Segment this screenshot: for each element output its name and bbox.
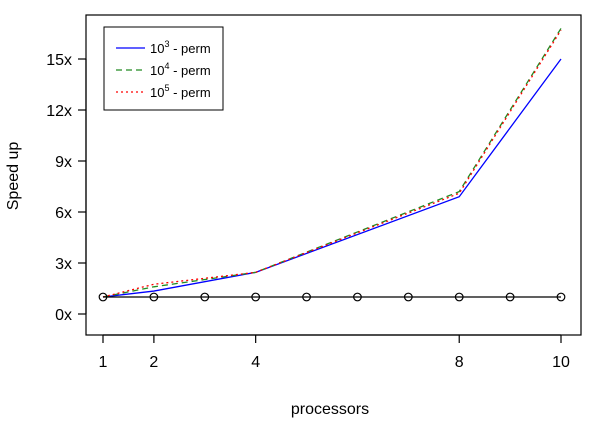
baseline-point: [454, 292, 464, 302]
baseline-point: [403, 292, 413, 302]
legend-label-exponent: 3: [164, 39, 169, 49]
baseline-point: [302, 292, 311, 302]
x-tick-label: 8: [455, 354, 464, 371]
legend-label-suffix: - perm: [169, 41, 210, 56]
legend-label: 103 - perm: [150, 39, 211, 56]
baseline-point: [353, 292, 362, 302]
baseline-point: [556, 292, 566, 302]
y-tick-label: 6x: [55, 205, 72, 222]
y-tick-label: 9x: [55, 154, 72, 171]
legend-label-base: 10: [150, 41, 164, 56]
x-tick-label: 10: [552, 354, 570, 371]
x-tick-label: 4: [251, 354, 260, 371]
legend-label-base: 10: [150, 63, 164, 78]
legend-box: [103, 26, 224, 111]
y-axis-title: Speed up: [5, 142, 22, 211]
baseline-point: [251, 292, 261, 302]
x-tick-label: 2: [149, 354, 158, 371]
x-tick-label: 1: [99, 354, 108, 371]
legend-label-suffix: - perm: [169, 63, 210, 78]
y-tick-label: 3x: [55, 256, 72, 273]
y-axis: 0x 3x 6x 9x 12x 15x: [46, 52, 87, 324]
baseline-point: [149, 292, 159, 302]
baseline-layer: [98, 292, 566, 302]
series-layer: [102, 28, 562, 298]
legend-label: 104 - perm: [150, 61, 211, 78]
legend-label: 105 - perm: [150, 83, 211, 100]
x-axis-title: processors: [291, 401, 369, 418]
series-line-2: [102, 28, 562, 298]
legend-label-suffix: - perm: [169, 85, 210, 100]
baseline-point: [98, 292, 108, 302]
legend-label-exponent: 5: [164, 83, 169, 93]
y-tick-label: 15x: [46, 52, 72, 69]
y-tick-label: 0x: [55, 307, 72, 324]
legend-label-base: 10: [150, 85, 164, 100]
legend-label-exponent: 4: [164, 61, 169, 71]
baseline-point: [200, 292, 210, 302]
y-tick-label: 12x: [46, 103, 72, 120]
baseline-point: [505, 292, 515, 302]
x-axis: 1 2 4 8 10: [99, 334, 570, 371]
